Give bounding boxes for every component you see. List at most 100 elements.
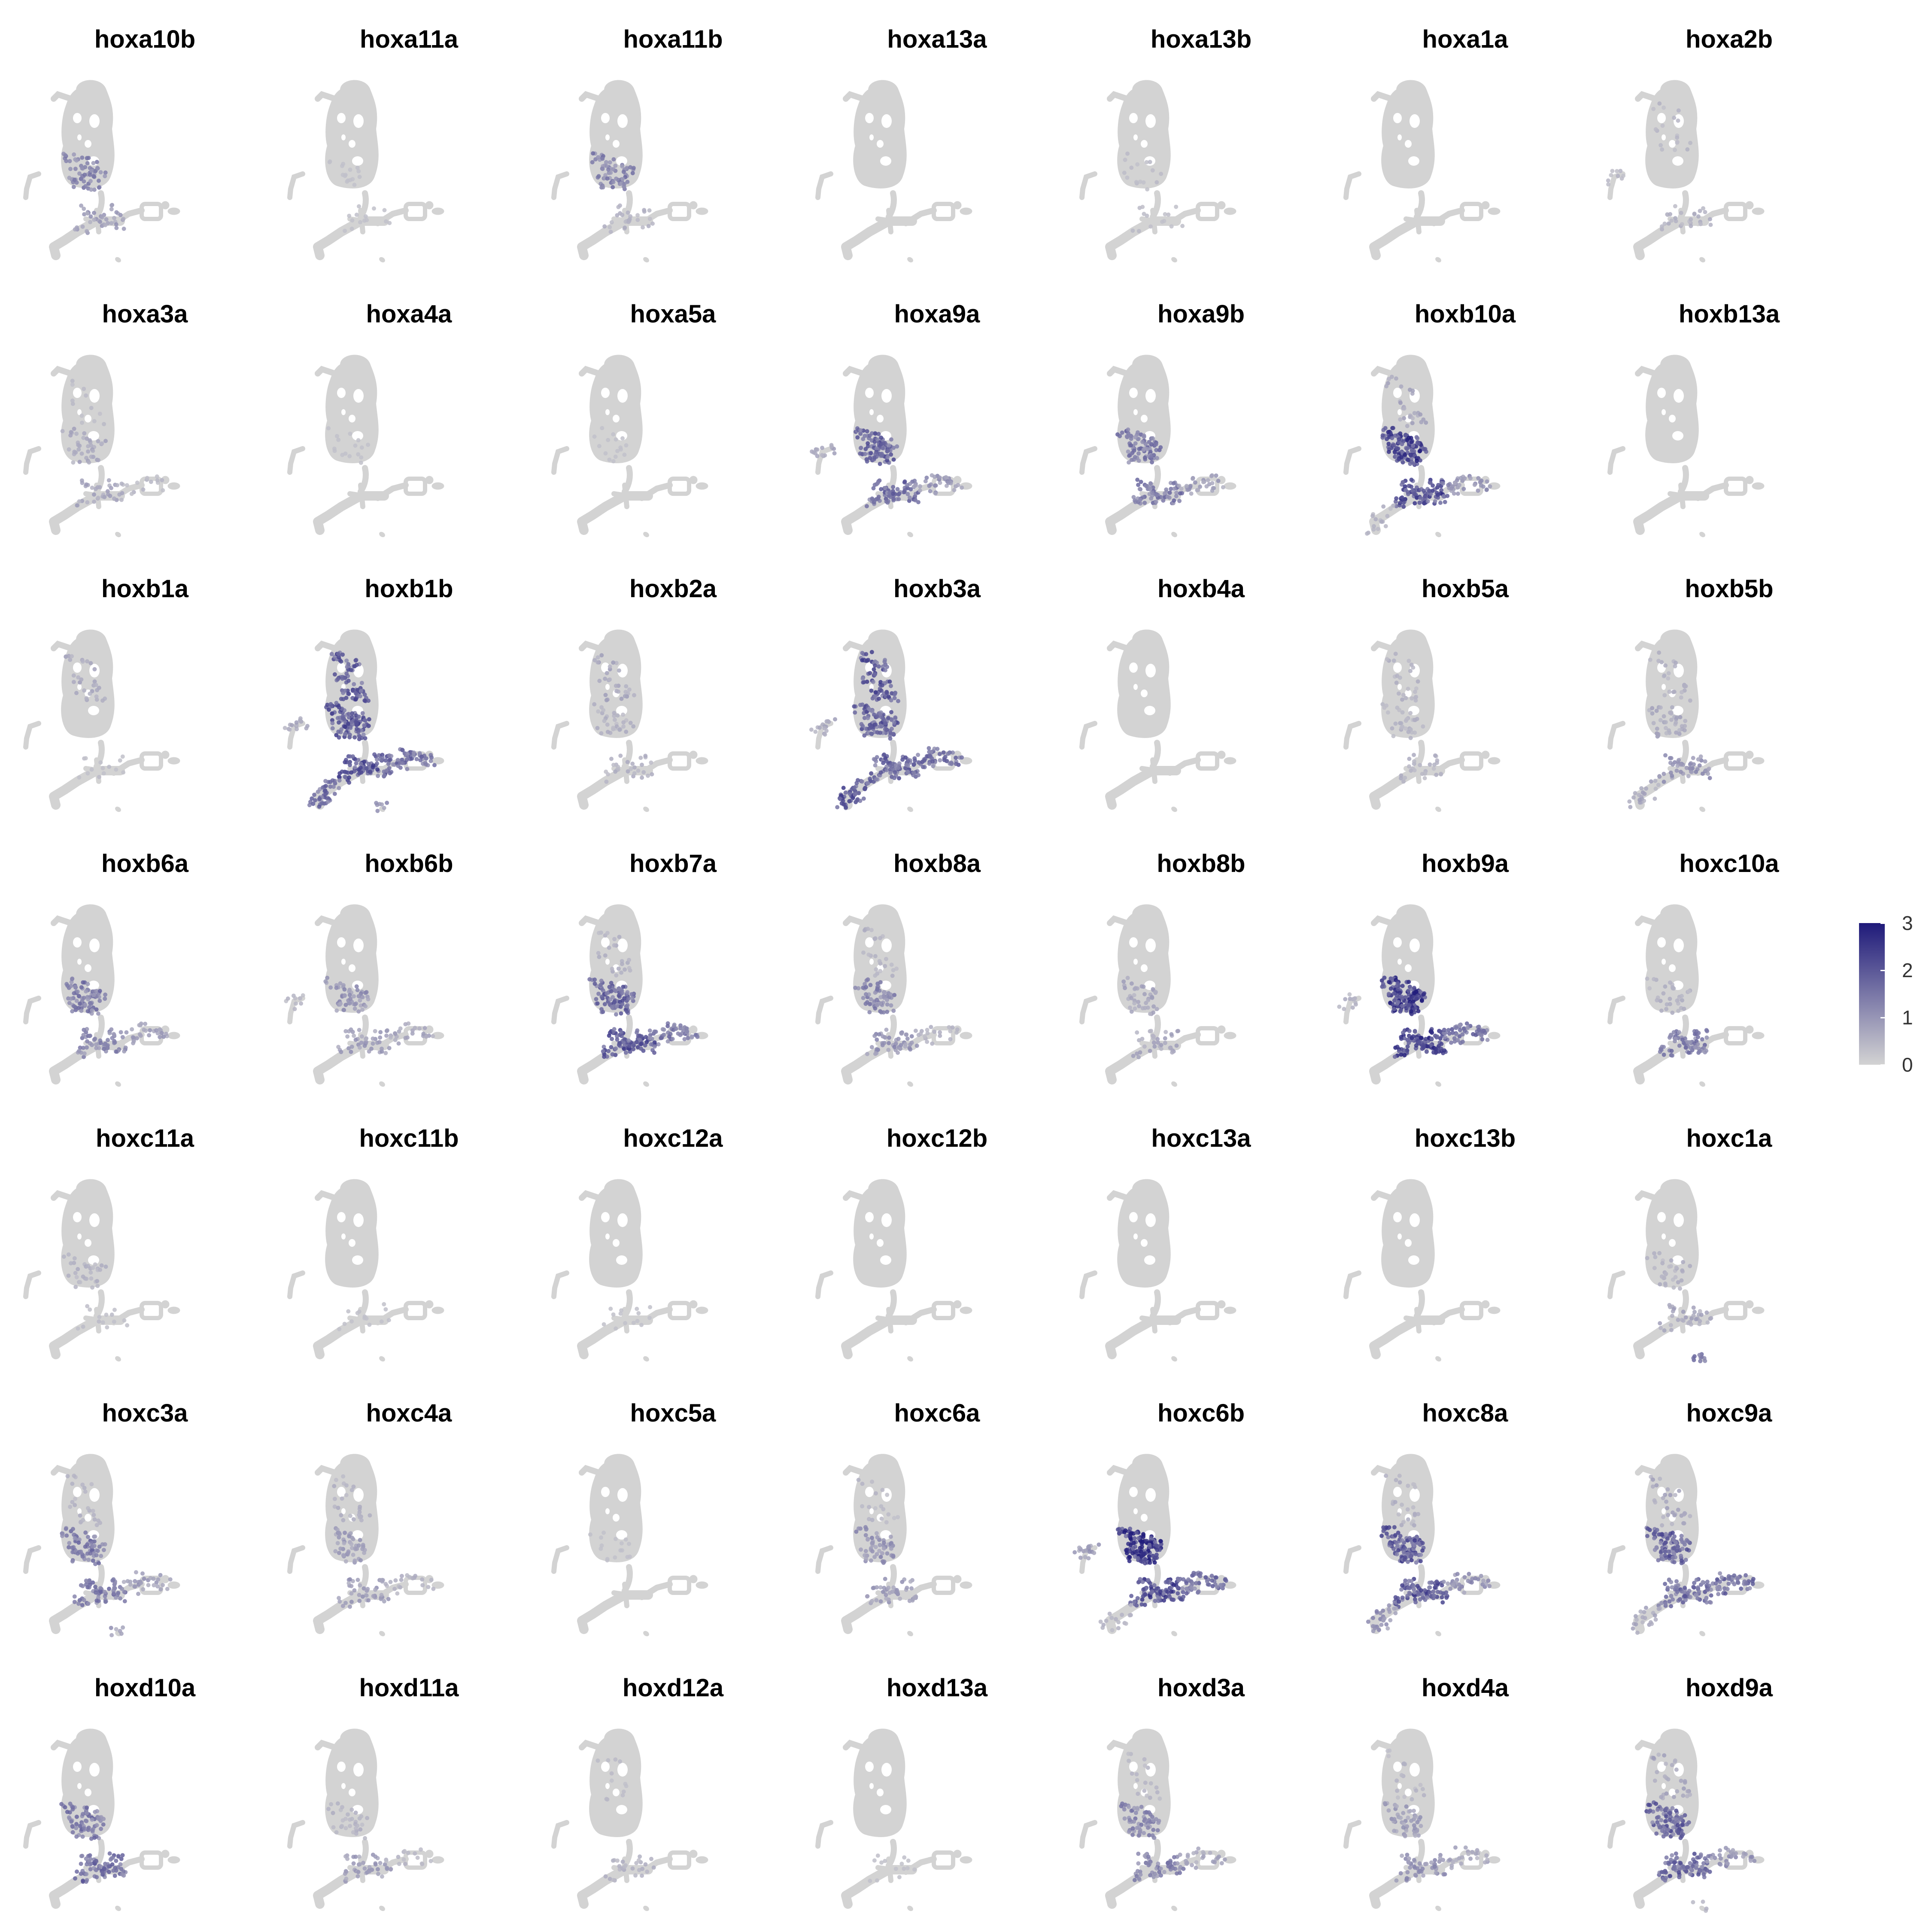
expression-point-tail_left (1637, 798, 1642, 802)
expression-point-body_mid (873, 672, 878, 677)
expression-point-branch_right (923, 1034, 927, 1039)
expression-point-body_mid (1414, 695, 1419, 699)
expression-point-junction (636, 1033, 641, 1038)
expression-point-arm (1606, 178, 1610, 183)
expression-point-body_lower (892, 720, 896, 725)
expression-point-branch_right (131, 1041, 136, 1045)
expression-point-body_lower (1152, 1560, 1157, 1565)
expression-point-junction (1439, 1046, 1443, 1051)
expression-point-junction (354, 761, 358, 766)
expression-point-junction (604, 779, 609, 784)
expression-point-branch_right (1454, 1026, 1458, 1030)
expression-point-body_mid (81, 1518, 85, 1522)
expression-point-branch_right (695, 1035, 700, 1039)
expression-point-body_lower (1384, 1531, 1389, 1536)
expression-point-branch_right (1446, 1028, 1451, 1033)
expression-point-body_lower (881, 1540, 886, 1545)
expression-point-body_mid (1670, 1522, 1674, 1526)
expression-point-branch_right (925, 1027, 930, 1032)
expression-point-body_lower (621, 170, 626, 174)
expression-point-junction (616, 765, 620, 769)
expression-point-branch_right (385, 1028, 389, 1033)
expression-point-body_lower (855, 435, 860, 440)
expression-point-branch_right (665, 1039, 670, 1044)
expression-point-junction (111, 1591, 116, 1596)
expression-point-junction (81, 1324, 85, 1329)
expression-point-junction (878, 1599, 883, 1604)
expression-point-junction (1150, 490, 1155, 495)
expression-point-body_mid (889, 698, 893, 703)
expression-point-body_lower (1413, 1552, 1418, 1556)
expression-point-tail_left (848, 791, 852, 796)
expression-point-body_lower (878, 462, 882, 466)
expression-point-body_lower (1676, 1009, 1681, 1013)
expression-point-branch_right (161, 1034, 166, 1039)
expression-point-junction (1673, 204, 1677, 209)
expression-point-branch_right (1215, 1585, 1219, 1589)
expression-point-body_lower (1671, 986, 1676, 991)
expression-point-body_lower (888, 1534, 893, 1539)
expression-point-body_lower (1400, 442, 1404, 447)
expression-point-body_mid (1661, 1496, 1665, 1501)
expression-point-branch_right (399, 1577, 404, 1582)
expression-point-body_lower (1400, 1538, 1404, 1543)
expression-point-junction (635, 218, 640, 222)
expression-point-arm (301, 993, 305, 998)
expression-point-body_lower (97, 185, 101, 190)
expression-point-junction (1137, 487, 1142, 491)
expression-point-body_mid (894, 966, 899, 971)
expression-point-body_lower (339, 727, 344, 732)
expression-point-branch_right (398, 1026, 403, 1031)
expression-point-body_lower (624, 1004, 629, 1009)
expression-point-body_lower (1158, 1539, 1163, 1543)
expression-point-branch_right (941, 750, 946, 755)
expression-point-junction (1704, 1048, 1709, 1053)
expression-point-body_lower (1659, 1009, 1664, 1013)
expression-point-body_lower (625, 990, 630, 995)
expression-point-body_mid (344, 1493, 349, 1498)
expression-point-body_lower (613, 1537, 618, 1541)
expression-point-body_mid (1397, 1480, 1402, 1485)
expression-point-body_mid (85, 659, 89, 664)
expression-point-body_lower (84, 989, 88, 994)
expression-point-junction (1407, 764, 1411, 769)
expression-point-body_lower (1662, 714, 1666, 719)
expression-point-branch_right (956, 483, 960, 487)
expression-point-junction (85, 1585, 90, 1590)
expression-point-body_lower (82, 179, 86, 184)
expression-point-body_mid (70, 1482, 75, 1486)
expression-point-tail_left (1379, 1622, 1384, 1627)
expression-point-body_lower (1681, 1260, 1686, 1264)
expression-point-body_mid (860, 1504, 865, 1509)
expression-point-body_lower (895, 444, 899, 449)
expression-point-junction (870, 496, 875, 501)
expression-point-junction (359, 1040, 364, 1045)
expression-point-body_mid (97, 411, 102, 416)
expression-point-junction (355, 1311, 360, 1315)
expression-point-branch_right (413, 1574, 418, 1578)
expression-point-branch_right (1447, 1031, 1452, 1036)
expression-point-body_lower (1659, 1553, 1664, 1558)
expression-point-body_lower (1410, 995, 1414, 1000)
expression-point-branch_right (387, 758, 392, 762)
expression-point-body_lower (628, 165, 633, 170)
expression-point-junction (109, 486, 113, 490)
expression-point-junction (377, 753, 381, 757)
expression-point-tail_left (328, 784, 333, 789)
expression-point-body_mid (1666, 676, 1671, 681)
expression-point-branch_right (429, 1577, 434, 1582)
expression-point-body_lower (1652, 1251, 1656, 1256)
expression-point-body_lower (338, 1546, 343, 1551)
expression-point-body_lower (348, 726, 353, 730)
expression-point-junction (1442, 1048, 1447, 1053)
expression-point-body_lower (591, 151, 595, 156)
expression-point-junction (378, 1035, 383, 1040)
expression-point-junction (903, 1044, 908, 1049)
expression-point-body_lower (1419, 1552, 1423, 1557)
expression-point-junction (383, 1307, 388, 1312)
expression-point-branch_right (399, 1574, 404, 1578)
expression-point-junction (362, 759, 366, 764)
expression-point-body_lower (1126, 449, 1130, 454)
expression-point-junction (643, 1043, 647, 1048)
expression-point-body_lower (1675, 998, 1680, 1003)
